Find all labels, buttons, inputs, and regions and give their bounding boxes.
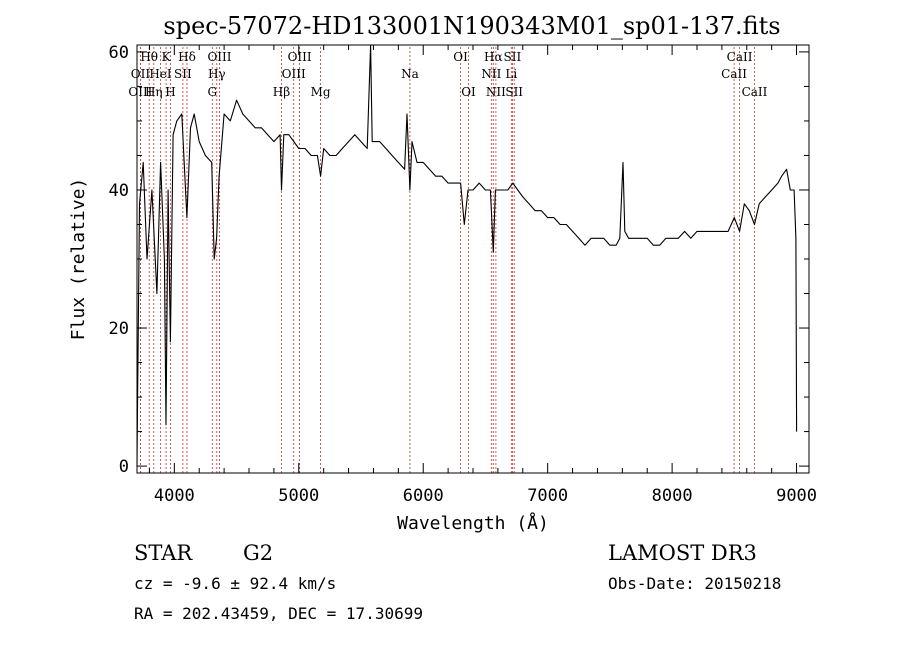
chart-title: spec-57072-HD133001N190343M01_sp01-137.f…: [163, 12, 780, 40]
line-label-10: Hγ: [208, 67, 226, 81]
line-label-15: Mg: [311, 85, 331, 99]
y-tick-label-1: 20: [109, 319, 129, 339]
line-label-7: SII: [174, 67, 192, 81]
line-label-14: Hβ: [273, 85, 290, 99]
x-tick-label-5: 9000: [776, 486, 817, 506]
x-tick-label-3: 7000: [527, 486, 568, 506]
object-subclass: G2: [243, 541, 273, 565]
line-id-labels: Hθ OII OIII K HeI Hη Hδ SII H OIII Hγ G OIII OIII Hβ Mg…: [128, 50, 767, 99]
y-axis-label: Flux (relative): [68, 178, 89, 341]
line-label-8: H: [165, 85, 175, 99]
line-label-4: HeI: [149, 67, 172, 81]
line-label-19: Hα: [484, 50, 503, 64]
line-label-27: CaII: [742, 85, 768, 99]
plot-frame: [136, 44, 810, 474]
observation-date: Obs-Date: 20150218: [608, 574, 781, 593]
y-tick-label-3: 60: [109, 43, 129, 63]
line-label-24: SII: [505, 85, 523, 99]
line-label-16: Na: [401, 67, 419, 81]
line-label-6: Hδ: [178, 50, 196, 64]
spectrum-line: [136, 44, 798, 467]
line-label-0: Hθ: [140, 50, 158, 64]
line-label-11: G: [208, 85, 218, 99]
line-label-22: SII: [504, 50, 522, 64]
line-label-18: OI: [461, 85, 476, 99]
line-label-2: OIII: [128, 85, 152, 99]
line-label-17: OI: [453, 50, 468, 64]
axis-tick-labels: 4000 5000 6000 7000 8000 9000 0 20 40 60: [109, 43, 818, 506]
line-label-13: OIII: [282, 67, 306, 81]
line-label-26: CaII: [721, 67, 747, 81]
x-tick-label-1: 5000: [278, 486, 319, 506]
x-tick-label-4: 8000: [652, 486, 693, 506]
redshift-velocity: cz = -9.6 ± 92.4 km/s: [134, 574, 336, 593]
ra-dec-coordinates: RA = 202.43459, DEC = 17.30699: [134, 604, 423, 623]
line-label-9: OIII: [207, 50, 231, 64]
line-label-20: NII: [481, 67, 501, 81]
axis-ticks: [137, 45, 809, 473]
survey-name: LAMOST DR3: [608, 541, 757, 565]
line-label-21: NII: [486, 85, 506, 99]
y-tick-label-0: 0: [119, 457, 129, 477]
line-label-25: CaII: [727, 50, 753, 64]
line-label-12: OIII: [288, 50, 312, 64]
object-class: STAR: [134, 541, 193, 565]
line-label-1: OII: [131, 67, 151, 81]
line-label-5: Hη: [145, 85, 163, 99]
line-label-3: K: [162, 50, 172, 64]
x-tick-label-2: 6000: [403, 486, 444, 506]
x-axis-label: Wavelength (Å): [397, 512, 549, 534]
y-tick-label-2: 40: [109, 181, 129, 201]
x-tick-label-0: 4000: [154, 486, 195, 506]
line-label-23: Li: [505, 67, 517, 81]
line-id-markers: [139, 47, 755, 473]
